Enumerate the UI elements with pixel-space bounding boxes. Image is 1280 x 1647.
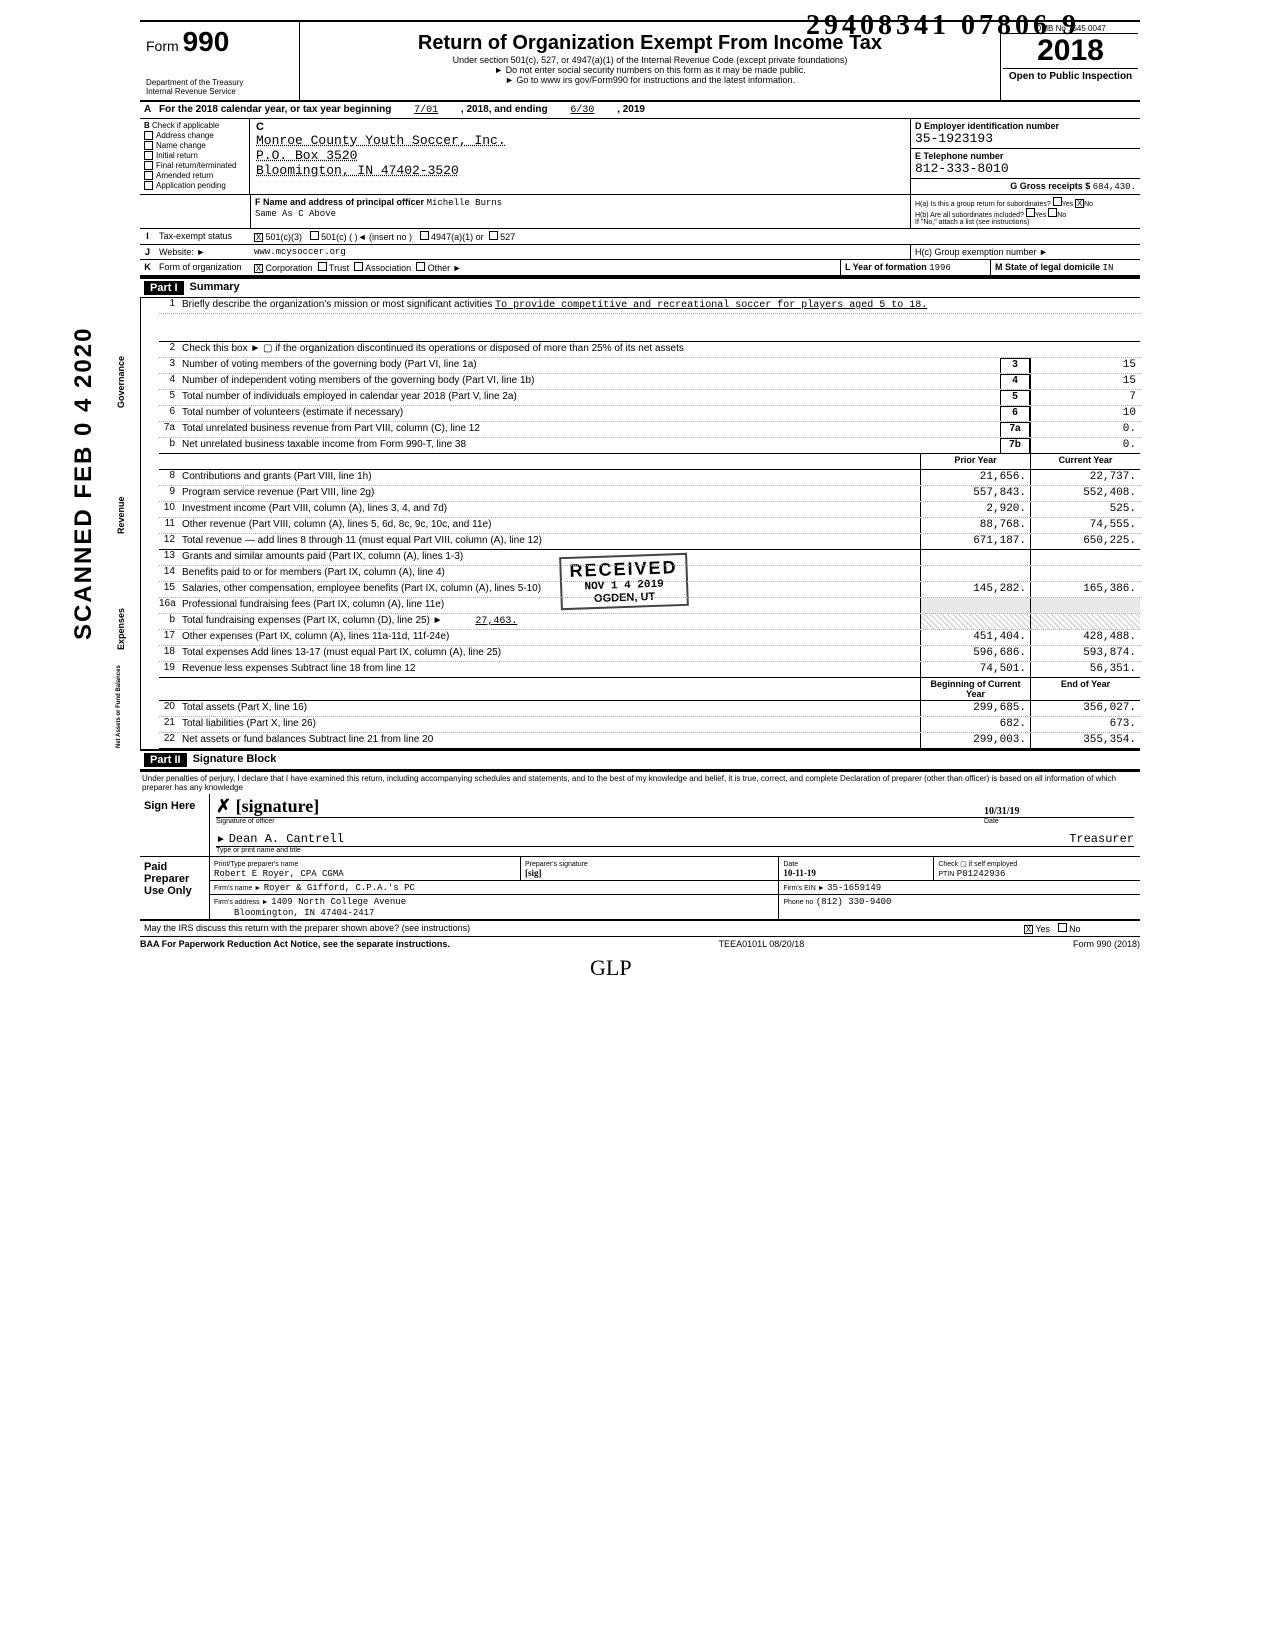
org-name: Monroe County Youth Soccer, Inc. xyxy=(256,133,506,148)
officer-title: Treasurer xyxy=(1069,832,1134,846)
chk-4947[interactable] xyxy=(420,231,429,240)
part-ii-header: Part II Signature Block xyxy=(140,749,1140,770)
fundraising-total: 27,463. xyxy=(475,616,517,627)
line7a-value: 0. xyxy=(1030,422,1140,437)
sign-here-row: Sign Here ✗ [signature] 10/31/19 Signatu… xyxy=(140,794,1140,857)
hb-no[interactable] xyxy=(1048,208,1057,217)
chk-application-pending[interactable] xyxy=(144,181,153,190)
gross-receipts-value: 684,430. xyxy=(1093,182,1136,192)
firm-phone: (812) 330-9400 xyxy=(816,897,892,907)
paid-preparer-block: Paid Preparer Use Only Print/Type prepar… xyxy=(140,857,1140,921)
preparer-date: 10-11-19 xyxy=(783,868,816,878)
ein-label: D Employer identification number xyxy=(915,121,1059,131)
chk-address-change[interactable] xyxy=(144,131,153,140)
org-addr2: Bloomington, IN 47402-3520 xyxy=(256,163,459,178)
chk-corp[interactable]: X xyxy=(254,264,263,273)
phone-label: E Telephone number xyxy=(915,151,1003,161)
current-year-hdr: Current Year xyxy=(1030,454,1140,469)
line3-value: 15 xyxy=(1030,358,1140,373)
governance-block: Governance 1 Briefly describe the organi… xyxy=(140,298,1140,454)
firm-addr1: 1409 North College Avenue xyxy=(271,897,406,907)
part-i-header: Part I Summary xyxy=(140,277,1140,298)
firm-ein: 35-1659149 xyxy=(827,883,881,893)
firm-addr2: Bloomington, IN 47404-2417 xyxy=(234,908,374,918)
open-inspection: Open to Public Inspection xyxy=(1003,68,1138,82)
gross-receipts-label: G Gross receipts $ xyxy=(1010,181,1090,191)
tax-year-begin: 7/01 xyxy=(414,105,438,116)
scanned-stamp: SCANNED FEB 0 4 2020 xyxy=(70,327,98,640)
chk-final-return[interactable] xyxy=(144,161,153,170)
form-id: Form 990 xyxy=(146,26,293,58)
chk-501c[interactable] xyxy=(310,231,319,240)
ha-yes[interactable] xyxy=(1053,197,1062,206)
chk-527[interactable] xyxy=(489,231,498,240)
netassets-block: Net Assets or Fund Balances Beginning of… xyxy=(140,678,1140,749)
discuss-yes[interactable]: X xyxy=(1024,925,1033,934)
subtitle-2: ► Do not enter social security numbers o… xyxy=(310,65,990,75)
line4-value: 15 xyxy=(1030,374,1140,389)
section-b: B Check if applicable Address change Nam… xyxy=(140,119,1140,195)
prior-year-hdr: Prior Year xyxy=(920,454,1030,469)
penalty-text: Under penalties of perjury, I declare th… xyxy=(140,770,1140,794)
chk-assoc[interactable] xyxy=(354,262,363,271)
hc-group-exemption: H(c) Group exemption number ► xyxy=(910,245,1140,259)
mission-text: To provide competitive and recreational … xyxy=(495,300,927,311)
line5-value: 7 xyxy=(1030,390,1140,405)
stamp-number: 29408341 07806 9 xyxy=(806,10,1080,42)
officer-addr: Same As C Above xyxy=(255,209,336,219)
subtitle-3: ► Go to www irs gov/Form990 for instruct… xyxy=(310,75,990,85)
line6-value: 10 xyxy=(1030,406,1140,421)
ptin-value: P01242936 xyxy=(957,869,1006,879)
expenses-block: Expenses 13Grants and similar amounts pa… xyxy=(140,550,1140,678)
line7b-value: 0. xyxy=(1030,438,1140,453)
preparer-signature: [sig] xyxy=(525,868,542,878)
firm-name: Royer & Gifford, C.P.A.'s PC xyxy=(264,883,415,893)
chk-name-change[interactable] xyxy=(144,141,153,150)
officer-signature: ✗ [signature] xyxy=(216,796,319,817)
ha-no[interactable]: X xyxy=(1075,199,1084,208)
sign-date: 10/31/19 xyxy=(984,806,1020,817)
discuss-question: May the IRS discuss this return with the… xyxy=(140,921,1020,936)
chk-amended[interactable] xyxy=(144,171,153,180)
hb-yes[interactable] xyxy=(1026,208,1035,217)
chk-initial-return[interactable] xyxy=(144,151,153,160)
footer: BAA For Paperwork Reduction Act Notice, … xyxy=(140,937,1140,951)
chk-trust[interactable] xyxy=(318,262,327,271)
state-domicile: IN xyxy=(1103,263,1114,273)
ein-value: 35-1923193 xyxy=(915,131,993,146)
department: Department of the Treasury Internal Reve… xyxy=(146,78,293,96)
org-addr1: P.O. Box 3520 xyxy=(256,148,357,163)
subtitle-1: Under section 501(c), 527, or 4947(a)(1)… xyxy=(310,55,990,65)
row-a: A For the 2018 calendar year, or tax yea… xyxy=(140,102,1140,119)
page: 29408341 07806 9 Form 990 Department of … xyxy=(140,20,1140,951)
discuss-no[interactable] xyxy=(1058,923,1067,932)
tax-year-end: 6/30 xyxy=(570,105,594,116)
preparer-name: Robert E Royer, CPA CGMA xyxy=(214,869,344,879)
phone-value: 812-333-8010 xyxy=(915,161,1009,176)
officer-printed-name: Dean A. Cantrell xyxy=(229,832,344,846)
chk-501c3[interactable]: X xyxy=(254,233,263,242)
chk-other[interactable] xyxy=(416,262,425,271)
revenue-block: Revenue Prior Year Current Year 8Contrib… xyxy=(140,454,1140,550)
year-formation: 1996 xyxy=(929,263,951,273)
website: www.mcysoccer.org xyxy=(250,245,910,259)
officer-name: Michelle Burns xyxy=(427,198,503,208)
hand-note-bottom: GLP xyxy=(590,955,632,981)
